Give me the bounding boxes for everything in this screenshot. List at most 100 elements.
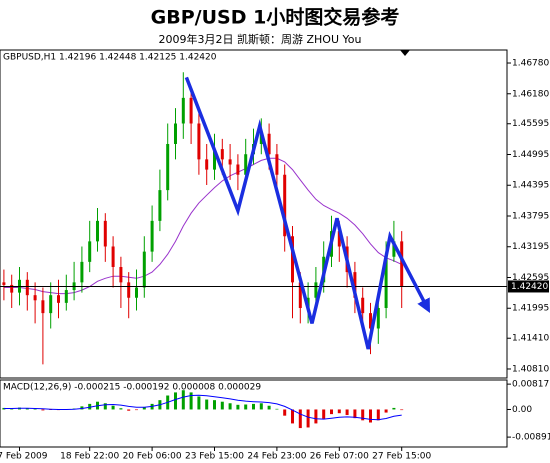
macd-bar [111,405,115,410]
macd-bar [291,409,294,424]
candle-body [119,266,123,283]
candle-body [400,241,404,287]
y-tick-label: 1.42595 [512,273,549,283]
macd-bar [353,409,357,419]
y-tick-label: 1.41410 [512,334,549,344]
macd-bar [197,396,201,410]
candle-body [384,256,388,308]
candle-body [376,307,380,329]
candle-body [236,164,240,175]
macd-bar [298,409,302,429]
macd-bar [252,403,255,410]
macd-bar [213,400,216,410]
y-tick-label: 0.00 [512,405,532,415]
x-tick-label: 20 Feb 06:00 [123,452,182,462]
y-tick-label: -0.00891 [512,433,550,443]
y-tick-label: 1.41995 [512,304,549,314]
x-tick-label: 27 Feb 15:00 [372,452,431,462]
y-tick-label: 1.43795 [512,211,549,221]
candle-body [369,313,372,329]
macd-bar [314,409,318,424]
price-panel [0,49,508,379]
macd-bar [330,409,333,415]
candle-body [33,295,37,301]
candle-body [10,284,14,293]
candle-body [220,149,224,160]
y-tick-label: 0.00817 [512,380,549,390]
macd-bar [88,403,92,410]
candle-body [49,295,53,314]
candle-body [150,220,154,252]
x-tick-label: 18 Feb 22:00 [60,452,119,462]
chart-title: GBP/USD 1小时图交易参考 [151,6,400,29]
macd-bar [49,409,53,410]
macd-bar [174,392,177,410]
candle-body [174,123,177,144]
macd-bar [275,408,279,410]
candle-body [127,282,131,298]
macd-bar [244,404,248,410]
candle-body [314,282,318,298]
macd-bar [41,409,45,411]
last-price-label: 1.42420 [511,282,548,292]
y-tick-label: 1.45595 [512,119,549,129]
candle-body [291,236,294,283]
y-tick-label: 1.44395 [512,181,549,191]
candle-body [197,123,201,160]
candle-body [111,246,115,267]
macd-bar [181,390,185,410]
candle-body [361,297,365,314]
candle-body [353,272,357,298]
candle-body [57,295,60,303]
x-tick-label: 24 Feb 23:00 [247,452,306,462]
macd-bar [267,405,271,410]
symbol-label: GBPUSD,H1 1.42196 1.42448 1.42125 1.4242… [3,53,217,63]
macd-bar [25,408,29,410]
y-tick-label: 1.44995 [512,150,549,160]
macd-bar [376,409,380,421]
macd-bar [259,403,263,410]
macd-bar [283,409,287,416]
y-tick-label: 1.46180 [512,89,549,99]
candle-body [103,220,107,247]
macd-bar [142,406,146,410]
last-price-box [508,280,549,293]
x-tick-label: 26 Feb 07:00 [310,452,369,462]
candle-body [189,97,193,124]
macd-label: MACD(12,26,9) -0.000215 -0.000192 0.0000… [3,383,261,393]
candle-body [64,290,68,303]
macd-bar [33,409,37,410]
chart-subtitle: 2009年3月2日 凯斯顿：周游 ZHOU You [159,32,362,46]
candle-body [41,300,45,314]
candle-body [213,149,216,170]
macd-bar [228,403,232,410]
candle-body [135,287,138,298]
candle-body [96,220,99,242]
candle-body [166,143,170,191]
candle-body [205,159,209,170]
y-tick-label: 1.46780 [512,59,549,69]
y-tick-label: 1.43195 [512,242,549,252]
indicator-line [3,394,402,421]
candle-body [267,133,271,155]
macd-bar [189,392,193,410]
candle-body [88,241,92,262]
macd-bar [322,409,326,419]
candle-body [298,282,302,308]
y-tick-label: 1.40810 [512,364,549,374]
macd-bar [236,404,240,410]
macd-bar [220,401,224,410]
x-tick-label: 17 Feb 2009 [0,452,48,462]
candle-body [228,159,232,165]
candle-body [181,97,185,124]
macd-bar [345,409,349,416]
macd-bar [306,409,310,428]
x-tick-label: 23 Feb 15:00 [185,452,244,462]
candle-body [392,241,396,257]
macd-bar [135,409,138,411]
macd-bar [205,399,209,410]
macd-bar [361,409,365,421]
macd-bar [103,403,107,410]
